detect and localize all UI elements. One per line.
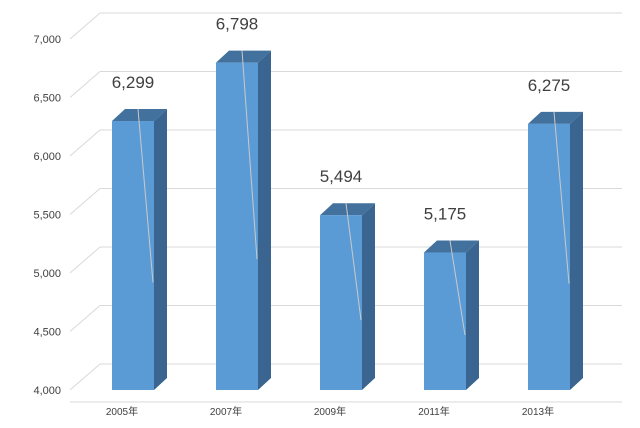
y-tick-label: 6,000 xyxy=(33,151,61,163)
leader-line xyxy=(449,240,466,336)
y-tick-label: 7,000 xyxy=(33,34,61,46)
bar-side xyxy=(154,109,167,390)
bar-side xyxy=(570,111,583,390)
y-tick-label: 5,000 xyxy=(33,268,61,280)
bar-front xyxy=(320,215,362,390)
gridline-diagonal xyxy=(69,305,101,332)
x-tick-label: 2013年 xyxy=(522,405,554,418)
y-tick-label: 4,000 xyxy=(33,385,61,397)
data-label: 6,798 xyxy=(216,15,259,34)
bar-top xyxy=(424,240,479,253)
leader-line xyxy=(345,203,362,321)
y-tick-label: 5,500 xyxy=(33,210,61,222)
x-tick-label: 2009年 xyxy=(314,405,346,418)
bar xyxy=(424,240,479,390)
data-label: 6,275 xyxy=(528,76,571,95)
leader-line xyxy=(553,111,570,284)
x-tick-label: 2005年 xyxy=(106,405,138,418)
leader-line xyxy=(241,50,258,260)
bar-top xyxy=(528,111,583,124)
bar-top xyxy=(320,203,375,216)
data-label: 5,175 xyxy=(424,205,467,224)
bar xyxy=(528,111,583,390)
y-axis-ticks: 4,000 4,500 5,000 5,500 6,000 6,500 7,000 xyxy=(33,34,61,397)
x-tick-label: 2011年 xyxy=(418,405,450,418)
gridline-diagonal xyxy=(69,188,101,215)
bar xyxy=(112,109,167,390)
bar-top xyxy=(112,109,167,122)
gridline-diagonal xyxy=(69,12,101,40)
leader-line xyxy=(137,108,154,283)
gridline-diagonal xyxy=(69,71,101,98)
bar-side xyxy=(362,203,375,390)
y-tick-label: 6,500 xyxy=(33,93,61,105)
bar-front xyxy=(528,123,570,390)
bar-front xyxy=(216,62,258,390)
bar-top xyxy=(216,50,271,63)
data-label: 5,494 xyxy=(320,167,363,186)
data-labels: 6,299 6,798 5,494 5,175 6,275 xyxy=(112,15,571,224)
y-tick-label: 4,500 xyxy=(33,327,61,339)
bar-side xyxy=(466,240,479,390)
data-label: 6,299 xyxy=(112,73,155,92)
bar-side xyxy=(258,50,271,390)
bar-front xyxy=(424,252,466,390)
x-axis-ticks: 2005年 2007年 2009年 2011年 2013年 xyxy=(106,405,554,418)
bar xyxy=(216,50,271,390)
x-tick-label: 2007年 xyxy=(210,405,242,418)
gridline-diagonal xyxy=(69,129,101,157)
bars xyxy=(112,50,583,390)
leader-lines xyxy=(137,50,570,336)
bar xyxy=(320,203,375,390)
bar-front xyxy=(112,121,154,390)
gridline-diagonal xyxy=(69,246,101,274)
gridline-diagonal xyxy=(69,363,101,391)
